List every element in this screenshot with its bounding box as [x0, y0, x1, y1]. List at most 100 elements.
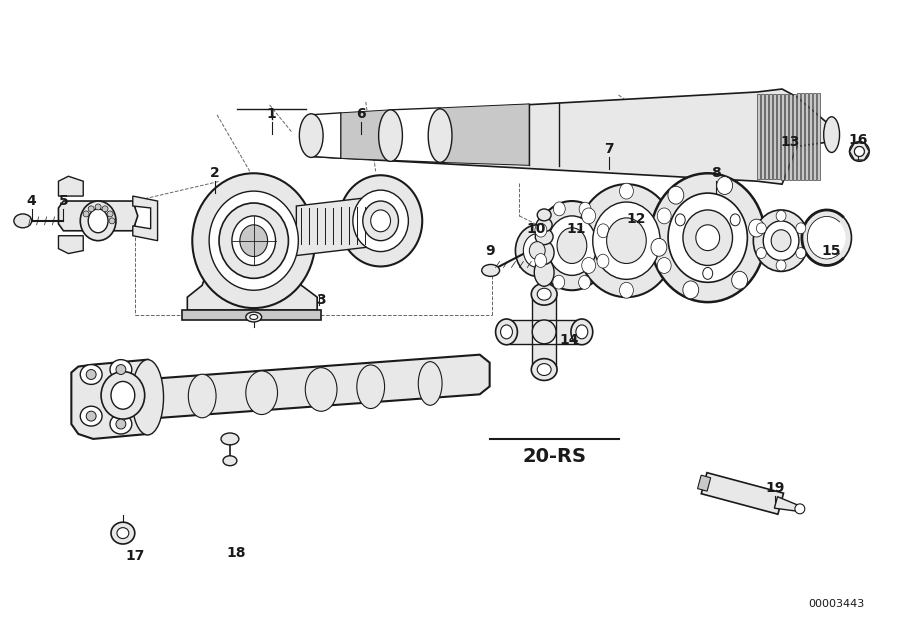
Polygon shape [341, 110, 391, 161]
Polygon shape [785, 93, 788, 180]
Ellipse shape [579, 202, 591, 216]
Polygon shape [556, 320, 579, 344]
Ellipse shape [95, 204, 101, 210]
Ellipse shape [535, 253, 546, 267]
Polygon shape [311, 89, 832, 184]
Ellipse shape [500, 325, 512, 339]
Text: 18: 18 [226, 546, 246, 560]
Ellipse shape [753, 210, 809, 271]
Ellipse shape [619, 283, 634, 298]
Ellipse shape [111, 522, 135, 544]
Polygon shape [770, 94, 772, 179]
Ellipse shape [683, 281, 698, 299]
Ellipse shape [363, 201, 399, 241]
Polygon shape [183, 310, 321, 320]
Polygon shape [805, 93, 808, 180]
Ellipse shape [193, 173, 315, 308]
Ellipse shape [593, 202, 660, 279]
Polygon shape [532, 297, 556, 320]
Ellipse shape [109, 218, 115, 224]
Polygon shape [813, 93, 815, 180]
Text: 4: 4 [27, 194, 37, 208]
Ellipse shape [482, 264, 500, 276]
Ellipse shape [675, 214, 685, 226]
Polygon shape [809, 93, 812, 180]
Ellipse shape [657, 208, 671, 224]
Ellipse shape [795, 504, 805, 514]
Polygon shape [781, 94, 784, 180]
Ellipse shape [854, 147, 864, 156]
Ellipse shape [524, 234, 551, 267]
Polygon shape [440, 104, 529, 165]
Ellipse shape [356, 365, 384, 408]
Ellipse shape [771, 230, 791, 251]
Ellipse shape [696, 225, 720, 251]
Text: 00003443: 00003443 [808, 599, 865, 610]
Ellipse shape [111, 382, 135, 409]
Ellipse shape [808, 217, 845, 258]
Ellipse shape [496, 319, 518, 345]
Ellipse shape [732, 271, 748, 289]
Polygon shape [391, 108, 440, 163]
Polygon shape [311, 113, 341, 158]
Polygon shape [58, 177, 83, 196]
Polygon shape [761, 94, 764, 179]
Polygon shape [71, 359, 148, 439]
Ellipse shape [88, 209, 108, 233]
Ellipse shape [116, 419, 126, 429]
Polygon shape [133, 355, 490, 419]
Polygon shape [532, 344, 556, 366]
Ellipse shape [86, 411, 96, 421]
Text: 5: 5 [58, 194, 68, 208]
Polygon shape [801, 93, 804, 180]
Ellipse shape [536, 229, 554, 244]
Ellipse shape [110, 414, 131, 434]
Ellipse shape [776, 260, 786, 271]
Ellipse shape [80, 406, 102, 426]
Ellipse shape [756, 223, 766, 234]
Ellipse shape [597, 254, 609, 268]
Text: 15: 15 [822, 244, 842, 258]
Ellipse shape [579, 276, 590, 290]
Ellipse shape [371, 210, 391, 232]
Polygon shape [698, 475, 711, 491]
Text: 1: 1 [266, 107, 276, 121]
Ellipse shape [581, 208, 596, 224]
Polygon shape [133, 196, 158, 241]
Text: 20-RS: 20-RS [522, 447, 586, 466]
Text: 11: 11 [566, 222, 586, 236]
Polygon shape [773, 94, 776, 180]
Ellipse shape [536, 218, 552, 232]
Polygon shape [817, 93, 820, 180]
Ellipse shape [657, 258, 671, 274]
Ellipse shape [531, 359, 557, 380]
Ellipse shape [576, 325, 588, 339]
Ellipse shape [854, 147, 864, 156]
Ellipse shape [802, 210, 851, 265]
Polygon shape [296, 196, 381, 255]
Ellipse shape [703, 267, 713, 279]
Text: 14: 14 [559, 333, 579, 347]
Ellipse shape [131, 359, 164, 435]
Ellipse shape [86, 370, 96, 380]
Ellipse shape [532, 320, 556, 344]
Ellipse shape [730, 214, 740, 226]
Ellipse shape [117, 528, 129, 538]
Ellipse shape [107, 211, 113, 217]
Ellipse shape [531, 283, 557, 305]
Ellipse shape [102, 206, 108, 212]
Text: 13: 13 [780, 135, 800, 149]
Ellipse shape [571, 319, 593, 345]
Ellipse shape [619, 183, 634, 199]
Ellipse shape [683, 210, 733, 265]
Polygon shape [774, 497, 798, 511]
Ellipse shape [418, 362, 442, 405]
Ellipse shape [428, 109, 452, 163]
Ellipse shape [598, 224, 609, 237]
Ellipse shape [537, 288, 551, 300]
Ellipse shape [110, 359, 131, 380]
Ellipse shape [246, 371, 277, 415]
Ellipse shape [581, 258, 596, 274]
Ellipse shape [535, 201, 609, 290]
Ellipse shape [756, 248, 766, 258]
